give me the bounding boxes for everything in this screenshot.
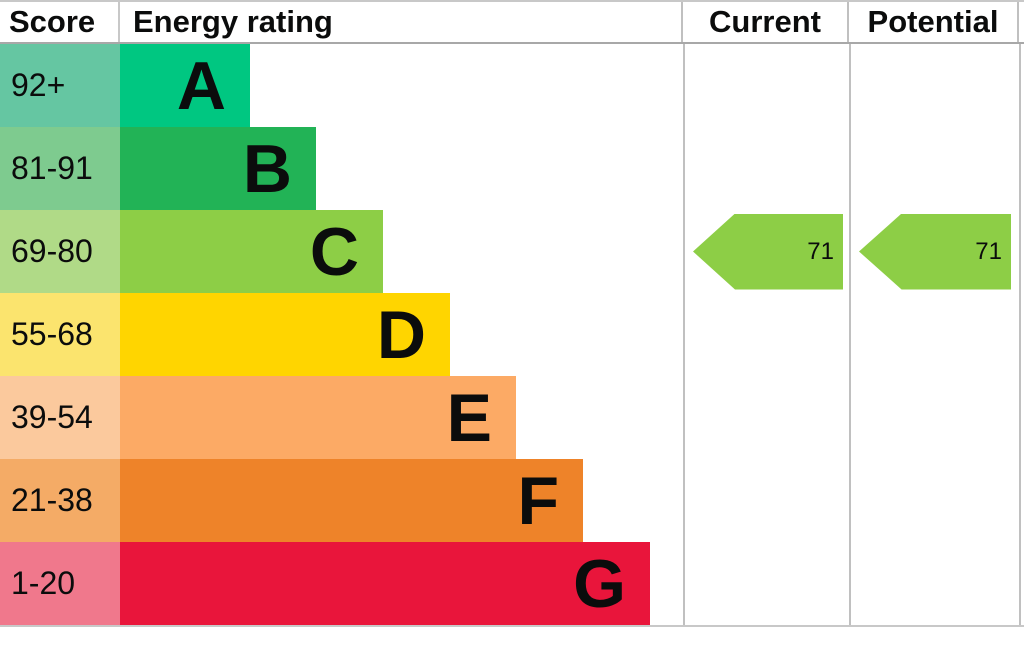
band-letter-a: A (176, 47, 226, 124)
band-bar-d: D (120, 293, 450, 376)
rating-band-cell-g: G (120, 542, 683, 625)
header-energy-rating: Energy rating (133, 4, 333, 39)
potential-rating-arrow: 71 (859, 213, 1011, 290)
potential-rating-arrow-value: 71 (975, 237, 1002, 265)
band-letter-b: B (242, 130, 292, 207)
current-cell-f (683, 459, 849, 542)
band-letter-e: E (446, 379, 492, 456)
band-row-d: 55-68 D (0, 293, 1024, 376)
score-range-c: 69-80 (0, 210, 120, 293)
potential-cell-b (849, 127, 1021, 210)
potential-cell-g (849, 542, 1021, 625)
band-bar-e: E (120, 376, 516, 459)
header-score: Score (0, 2, 120, 42)
band-letter-c: C (309, 213, 359, 290)
band-letter-d: D (376, 296, 426, 373)
rating-band-cell-b: B (120, 127, 683, 210)
band-letter-f: F (517, 462, 559, 539)
header-potential: Potential (847, 2, 1019, 42)
potential-cell-f (849, 459, 1021, 542)
band-bar-b: B (120, 127, 316, 210)
score-range-a: 92+ (0, 44, 120, 127)
band-bar-g: G (120, 542, 650, 625)
band-letter-g: G (573, 545, 626, 622)
score-range-b: 81-91 (0, 127, 120, 210)
rating-band-cell-c: C (120, 210, 683, 293)
rating-band-cell-d: D (120, 293, 683, 376)
potential-cell-c: 71 (849, 210, 1021, 293)
band-rows: 92+ A 81-91 B 69-80 C 71 71 55-68 D 39-54 E 21-38 F 1-… (0, 44, 1024, 625)
band-row-a: 92+ A (0, 44, 1024, 127)
band-row-b: 81-91 B (0, 127, 1024, 210)
band-row-c: 69-80 C 71 71 (0, 210, 1024, 293)
score-range-e: 39-54 (0, 376, 120, 459)
band-row-f: 21-38 F (0, 459, 1024, 542)
epc-chart: Score Energy rating Current Potential 92… (0, 0, 1024, 627)
current-cell-a (683, 44, 849, 127)
score-range-g: 1-20 (0, 542, 120, 625)
rating-band-cell-f: F (120, 459, 683, 542)
current-cell-e (683, 376, 849, 459)
header-row: Score Energy rating Current Potential (0, 2, 1024, 44)
potential-cell-e (849, 376, 1021, 459)
band-bar-a: A (120, 44, 250, 127)
potential-cell-d (849, 293, 1021, 376)
current-cell-d (683, 293, 849, 376)
score-range-f: 21-38 (0, 459, 120, 542)
band-bar-c: C (120, 210, 383, 293)
potential-cell-a (849, 44, 1021, 127)
current-cell-b (683, 127, 849, 210)
rating-band-cell-a: A (120, 44, 683, 127)
band-row-e: 39-54 E (0, 376, 1024, 459)
current-cell-g (683, 542, 849, 625)
current-rating-arrow-value: 71 (807, 237, 834, 265)
current-rating-arrow: 71 (693, 213, 843, 290)
score-range-d: 55-68 (0, 293, 120, 376)
band-bar-f: F (120, 459, 583, 542)
header-current: Current (681, 2, 847, 42)
band-row-g: 1-20 G (0, 542, 1024, 625)
rating-band-cell-e: E (120, 376, 683, 459)
current-cell-c: 71 (683, 210, 849, 293)
